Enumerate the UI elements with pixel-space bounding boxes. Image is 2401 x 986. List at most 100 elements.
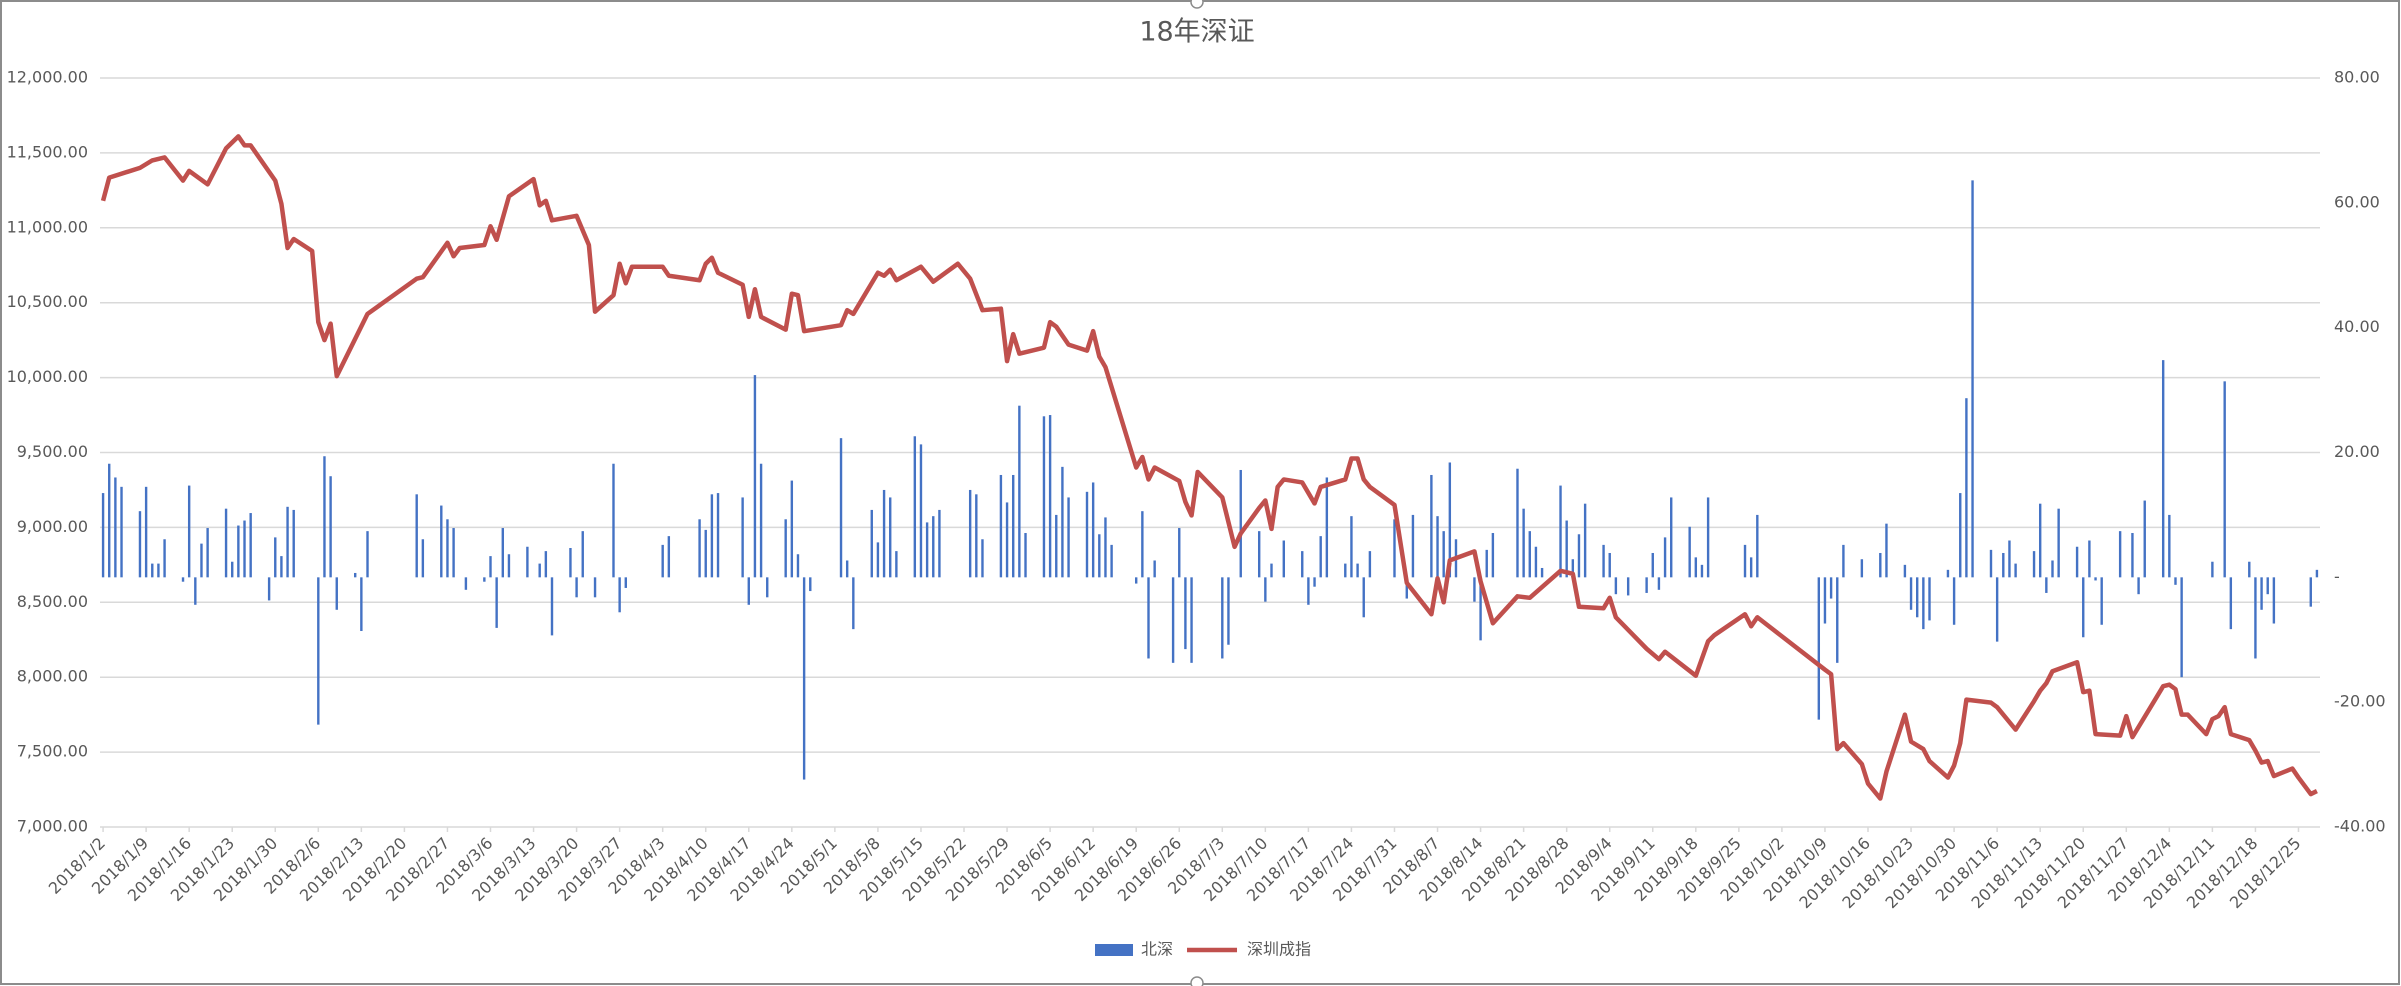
bar — [526, 546, 529, 578]
bar — [181, 577, 185, 582]
y-tick-label: 8,500.00 — [17, 592, 88, 611]
bar — [1042, 416, 1046, 578]
bar — [1061, 466, 1064, 578]
bar — [1577, 534, 1581, 578]
bar — [2229, 577, 2233, 630]
bar — [593, 577, 597, 598]
bar — [1319, 536, 1322, 578]
bar — [2057, 508, 2060, 578]
bar — [464, 577, 468, 590]
bar — [919, 444, 923, 578]
bar — [360, 577, 363, 632]
bar — [1264, 577, 1267, 602]
bar — [575, 577, 578, 598]
legend-swatch — [1095, 944, 1133, 956]
legend-label: 深圳成指 — [1247, 940, 1311, 959]
bar — [704, 529, 707, 578]
bar — [237, 525, 240, 578]
bar — [538, 563, 541, 578]
bar — [440, 505, 443, 578]
bar — [2180, 577, 2183, 678]
bar — [802, 577, 806, 780]
bar — [2143, 500, 2146, 578]
bar — [231, 561, 234, 578]
bar — [2118, 531, 2122, 578]
bar — [913, 436, 917, 578]
resize-handle[interactable] — [1190, 976, 1204, 986]
bar — [495, 577, 498, 628]
bar — [114, 477, 117, 578]
bar — [1540, 567, 1544, 578]
bar — [784, 519, 787, 578]
bar — [157, 563, 160, 578]
bar — [194, 577, 197, 605]
bar — [1688, 526, 1691, 578]
bar — [766, 577, 769, 598]
bar — [1971, 180, 1974, 578]
y-tick-label: 12,000.00 — [7, 68, 88, 87]
bar — [1227, 577, 1230, 645]
bar — [710, 494, 714, 578]
y-tick-label: 10,000.00 — [7, 367, 88, 386]
bar — [163, 539, 166, 578]
bar — [2309, 577, 2312, 607]
bar — [882, 489, 886, 578]
bar — [1153, 560, 1156, 578]
bar — [1012, 474, 1015, 578]
bar — [999, 474, 1003, 578]
bar — [624, 577, 627, 588]
bar — [2032, 551, 2036, 578]
bar — [1356, 563, 1359, 578]
bar — [1282, 540, 1285, 578]
bar — [2260, 577, 2263, 610]
bar — [1190, 577, 1193, 663]
y-tick-label: 9,500.00 — [17, 442, 88, 461]
bar — [2008, 540, 2011, 578]
bar — [1516, 468, 1519, 578]
bar — [1952, 577, 1956, 625]
y-tick-label: 11,000.00 — [7, 217, 88, 236]
bar — [1350, 516, 1353, 578]
bar — [1583, 503, 1587, 578]
bar — [317, 577, 320, 725]
bar — [2051, 560, 2054, 578]
bar — [144, 486, 148, 578]
bar — [975, 494, 978, 578]
bar — [2315, 569, 2319, 578]
bar — [1055, 514, 1058, 578]
bar — [1756, 514, 1759, 578]
bar — [1067, 497, 1070, 578]
bar — [1098, 534, 1101, 578]
bar — [101, 493, 105, 578]
bar — [1110, 544, 1113, 578]
bar — [1141, 511, 1144, 578]
bar — [1817, 577, 1821, 720]
bar — [483, 577, 486, 582]
bar — [1663, 537, 1667, 578]
bar — [187, 485, 191, 578]
bar — [366, 531, 369, 578]
bar — [335, 577, 338, 610]
resize-handle[interactable] — [1190, 0, 1204, 9]
bar — [1184, 577, 1187, 650]
bar — [1005, 502, 1009, 578]
bar — [1362, 577, 1365, 618]
bar — [1989, 549, 1993, 578]
bar — [667, 536, 671, 578]
bar — [1048, 415, 1052, 578]
bar — [1842, 544, 1845, 578]
bar — [1448, 462, 1452, 578]
bar — [870, 509, 873, 578]
bar — [747, 577, 750, 605]
bar — [151, 563, 154, 578]
bar — [1836, 577, 1839, 663]
bar — [612, 463, 615, 578]
bar — [569, 547, 572, 578]
bar — [796, 554, 800, 578]
bar — [1405, 577, 1408, 599]
bar — [661, 544, 664, 578]
bar — [138, 511, 142, 578]
bar — [2100, 577, 2103, 625]
bar — [1885, 523, 1888, 578]
